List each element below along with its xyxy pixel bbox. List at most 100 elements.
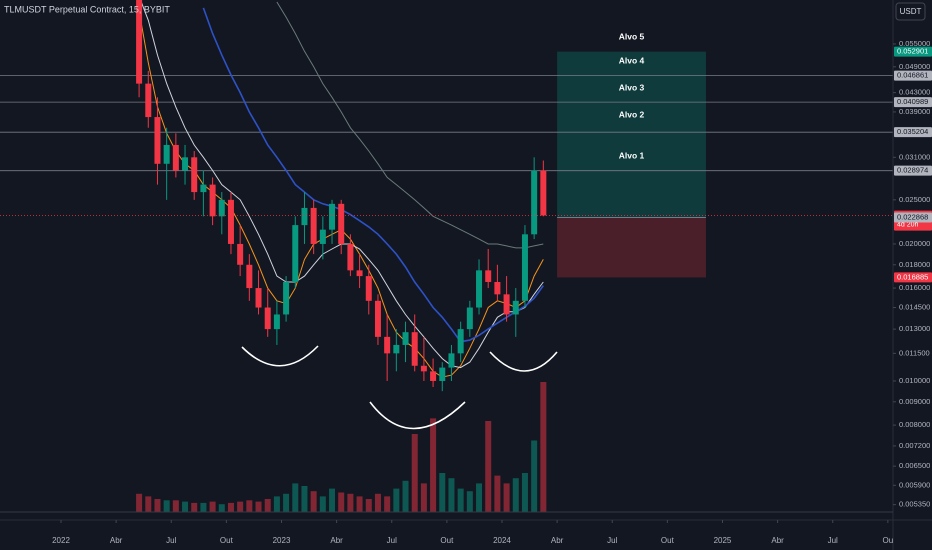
price-label-box [894, 212, 932, 223]
candle-body [503, 294, 510, 315]
x-tick-label: Out [220, 536, 234, 545]
x-tick-label: Jul [166, 536, 176, 545]
price-label-box [894, 165, 932, 176]
candle-body [329, 203, 336, 230]
target-label: Alvo 5 [619, 31, 645, 41]
x-tick-label: Jul [828, 536, 838, 545]
candle-body [209, 184, 216, 217]
x-tick-label: 2022 [52, 536, 70, 545]
pattern-drawings [241, 345, 558, 430]
y-tick-label: 0.010000 [899, 376, 930, 385]
candle-body [531, 170, 538, 235]
y-tick-label: 0.008000 [899, 420, 930, 429]
price-label: 0.022868 [897, 212, 928, 221]
candle-body [200, 184, 207, 193]
volume-bar [301, 486, 308, 512]
moving-average [276, 1, 544, 249]
moving-average [202, 7, 544, 343]
candle-body [512, 300, 519, 315]
volume-bar [255, 501, 262, 512]
target-label: Alvo 1 [619, 150, 645, 160]
candle-body [347, 243, 354, 271]
y-tick-label: 0.020000 [899, 239, 930, 248]
volume-bar [521, 473, 528, 512]
x-tick-label: Abr [330, 536, 343, 545]
x-tick-label: Abr [110, 536, 123, 545]
y-tick-label: 0.013000 [899, 324, 930, 333]
countdown: 4d 20h [897, 221, 919, 228]
y-tick-label: 0.005350 [899, 500, 930, 509]
x-tick-label: Ou [883, 536, 894, 545]
candle-body [182, 157, 189, 171]
x-tick-label: Abr [771, 536, 784, 545]
volume-bar [227, 502, 234, 512]
candle-body [283, 281, 290, 315]
y-tick-label: 0.039000 [899, 107, 930, 116]
y-tick-label: 0.016000 [899, 283, 930, 292]
candle-body [136, 0, 143, 84]
candle-body [310, 207, 317, 244]
head-arc [369, 401, 466, 430]
candle-body [246, 264, 253, 289]
candle-body [145, 83, 152, 118]
price-label: 0.035204 [897, 127, 928, 136]
volume-bar [329, 488, 336, 512]
volume-bar [172, 500, 179, 512]
candle-body [476, 270, 483, 308]
volume-bar [136, 493, 143, 512]
y-tick-label: 0.031000 [899, 152, 930, 161]
candle-body [430, 371, 437, 381]
x-tick-label: 2024 [493, 536, 511, 545]
chart-title: TLMUSDT Perpetual Contract, 15, BYBIT [4, 4, 170, 14]
volume-bar [448, 478, 455, 512]
volume-bar [182, 501, 189, 512]
target-label: Alvo 4 [619, 55, 645, 65]
price-label: 0.046861 [897, 71, 928, 80]
price-label-box [894, 272, 932, 283]
y-tick-label: 0.025000 [899, 195, 930, 204]
currency-label[interactable]: USDT [900, 7, 922, 16]
price-label-box [894, 70, 932, 81]
candle-body [356, 270, 363, 277]
volume-bar [512, 478, 519, 512]
x-tick-label: 2025 [714, 536, 732, 545]
candle-body [301, 207, 308, 226]
profit-zone [557, 51, 706, 218]
volume-bar [237, 501, 244, 512]
price-label: 0.016885 [897, 272, 928, 281]
x-tick-label: Jul [607, 536, 617, 545]
volume-bar [209, 501, 216, 512]
volume-bar [457, 488, 464, 512]
plot-area [0, 0, 893, 512]
candle-body [393, 344, 400, 354]
volume-bar [145, 496, 152, 512]
x-tick-label: Out [661, 536, 675, 545]
candle-body [163, 144, 170, 164]
candle-body [448, 353, 455, 368]
volume-bar [347, 493, 354, 512]
currency-button[interactable] [895, 2, 926, 21]
target-label: Alvo 2 [619, 109, 645, 119]
candle-body [292, 225, 299, 282]
candle-body [540, 170, 547, 216]
price-label: 0.052901 [897, 47, 928, 56]
volume-bar [356, 496, 363, 512]
volume-bar [283, 493, 290, 512]
price-label: 0.040989 [897, 97, 928, 106]
candle-body [439, 367, 446, 381]
volume-bar [494, 475, 501, 512]
y-tick-label: 0.006500 [899, 461, 930, 470]
price-label-box [894, 127, 932, 138]
target-label: Alvo 3 [619, 82, 645, 92]
volume-bar [154, 499, 161, 512]
y-tick-label: 0.043000 [899, 88, 930, 97]
volume-bar [246, 500, 253, 512]
y-tick-label: 0.009000 [899, 397, 930, 406]
candle-body [485, 270, 492, 282]
volume-bar [503, 483, 510, 512]
volume-bar [531, 440, 538, 512]
y-tick-label: 0.055000 [899, 39, 930, 48]
volume-bar [402, 480, 409, 512]
